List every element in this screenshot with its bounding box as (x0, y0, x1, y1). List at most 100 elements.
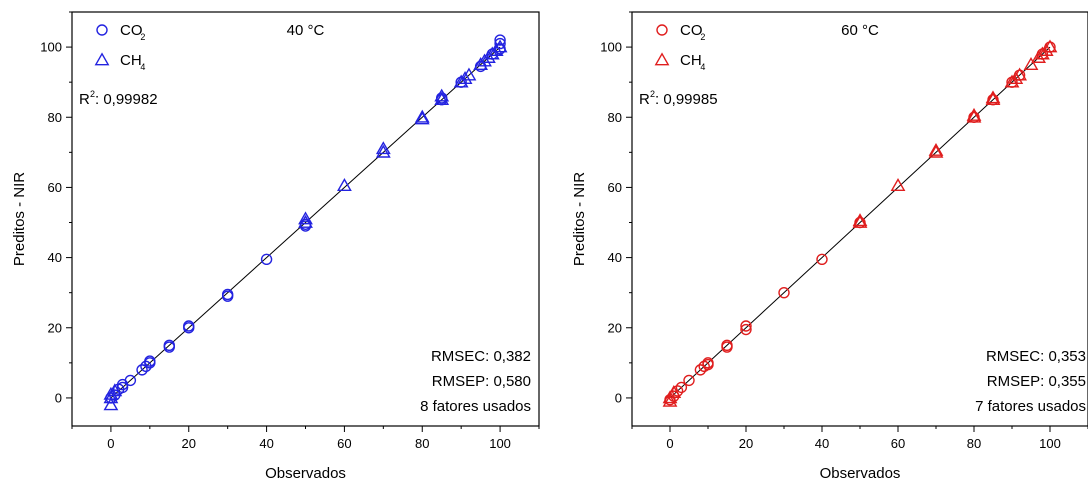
data-point-circle (124, 374, 137, 387)
data-point-triangle (337, 178, 352, 192)
x-tick-label: 60 (337, 436, 351, 451)
data-point-triangle (1023, 57, 1039, 70)
data-point-circle (221, 288, 234, 301)
data-point-triangle (107, 383, 123, 397)
r2-value: : 0,99985 (655, 91, 718, 108)
x-tick-label: 0 (666, 436, 673, 451)
legend-label: CO (680, 22, 703, 39)
data-point-triangle (103, 386, 119, 400)
x-axis-title: Observados (265, 465, 346, 482)
data-point-triangle (484, 46, 500, 60)
y-tick-label: 20 (608, 320, 622, 335)
y-axis-title: Preditos - NIR (11, 172, 28, 266)
data-point-triangle (928, 142, 944, 156)
legend-label-subscript: 2 (700, 32, 705, 42)
legend-marker-circle (656, 24, 668, 36)
x-tick-label: 100 (1039, 436, 1061, 451)
x-axis-title: Observados (820, 465, 901, 482)
data-point-triangle (1004, 74, 1020, 88)
r2-value: : 0,99982 (95, 91, 158, 108)
x-tick-label: 20 (739, 436, 753, 451)
data-point-triangle (103, 390, 119, 404)
data-point-triangle (985, 92, 1001, 106)
data-point-triangle (103, 397, 119, 411)
data-point-circle (144, 355, 156, 367)
series-ch4 (103, 39, 508, 411)
data-point-circle (740, 323, 752, 336)
legend: CO2 CH4 (94, 22, 145, 72)
series-ch4 (662, 39, 1058, 407)
data-point-triangle (298, 214, 313, 228)
data-point-circle (816, 253, 828, 266)
data-point-triangle (492, 39, 508, 53)
x-tick-label: 60 (891, 436, 905, 451)
stats-line-3: 7 fatores usados (975, 398, 1086, 415)
chart-panel-2: 0 20 40 60 80 100 0 20 40 60 80 100 Observados Predit… (571, 11, 1088, 482)
data-point-triangle (890, 178, 906, 192)
r2-superscript: 2 (650, 89, 655, 99)
legend-label: CH (120, 52, 142, 69)
stats-line-1: RMSEC: 0,353 (986, 348, 1086, 365)
x-tick-label: 80 (967, 436, 981, 451)
data-point-triangle (453, 74, 469, 88)
chart-title: 40 °C (287, 22, 325, 39)
r2-label: R (79, 91, 90, 108)
data-point-circle (740, 320, 752, 332)
data-point-triangle (488, 42, 504, 56)
data-point-triangle (662, 393, 678, 407)
data-point-circle (494, 34, 506, 46)
y-tick-label: 40 (608, 250, 622, 265)
data-point-triangle (1012, 67, 1028, 81)
legend-label: CH (680, 52, 702, 69)
data-point-triangle (1038, 42, 1054, 56)
x-tick-label: 40 (815, 436, 829, 451)
data-point-triangle (375, 141, 391, 155)
data-point-circle (721, 339, 733, 352)
data-point-triangle (1042, 39, 1058, 53)
data-point-triangle (1034, 46, 1050, 60)
y-tick-label: 80 (48, 110, 62, 125)
data-point-triangle (434, 92, 450, 106)
data-point-triangle (298, 211, 313, 225)
data-point-circle (136, 364, 148, 376)
y-axis-title: Preditos - NIR (571, 172, 588, 266)
data-point-triangle (928, 144, 944, 158)
data-point-triangle (966, 109, 982, 123)
x-tick-label: 0 (107, 436, 114, 451)
stats-line-3: 8 fatores usados (420, 398, 531, 415)
data-point-triangle (457, 71, 473, 85)
stats-line-1: RMSEC: 0,382 (431, 348, 531, 365)
data-point-circle (694, 364, 707, 376)
stats-line-2: RMSEP: 0,580 (432, 373, 531, 390)
fit-line (669, 46, 1051, 399)
y-tick-label: 20 (48, 320, 62, 335)
data-point-triangle (852, 214, 868, 228)
y-tick-label: 60 (48, 180, 62, 195)
y-tick-label: 60 (608, 180, 622, 195)
chart-title: 60 °C (841, 22, 879, 39)
legend: CO2 CH4 (654, 22, 705, 72)
legend-marker-triangle (94, 52, 110, 66)
data-point-triangle (473, 57, 489, 70)
data-point-triangle (1031, 49, 1047, 63)
data-point-triangle (666, 385, 682, 399)
data-point-triangle (481, 49, 496, 63)
data-point-circle (260, 253, 273, 266)
x-tick-label: 80 (415, 436, 429, 451)
data-point-circle (778, 286, 790, 299)
data-point-triangle (434, 88, 450, 102)
r2-superscript: 2 (90, 89, 95, 99)
data-point-triangle (966, 107, 982, 121)
legend-label: CO (120, 22, 143, 39)
fit-line (110, 46, 501, 399)
data-point-triangle (375, 144, 391, 158)
x-tick-label: 100 (489, 436, 511, 451)
legend-marker-triangle (654, 52, 670, 66)
data-point-circle (675, 381, 688, 394)
data-point-circle (163, 339, 175, 352)
x-tick-label: 20 (182, 436, 196, 451)
data-point-triangle (1008, 71, 1024, 85)
y-tick-label: 0 (615, 390, 622, 405)
data-point-triangle (985, 90, 1001, 104)
